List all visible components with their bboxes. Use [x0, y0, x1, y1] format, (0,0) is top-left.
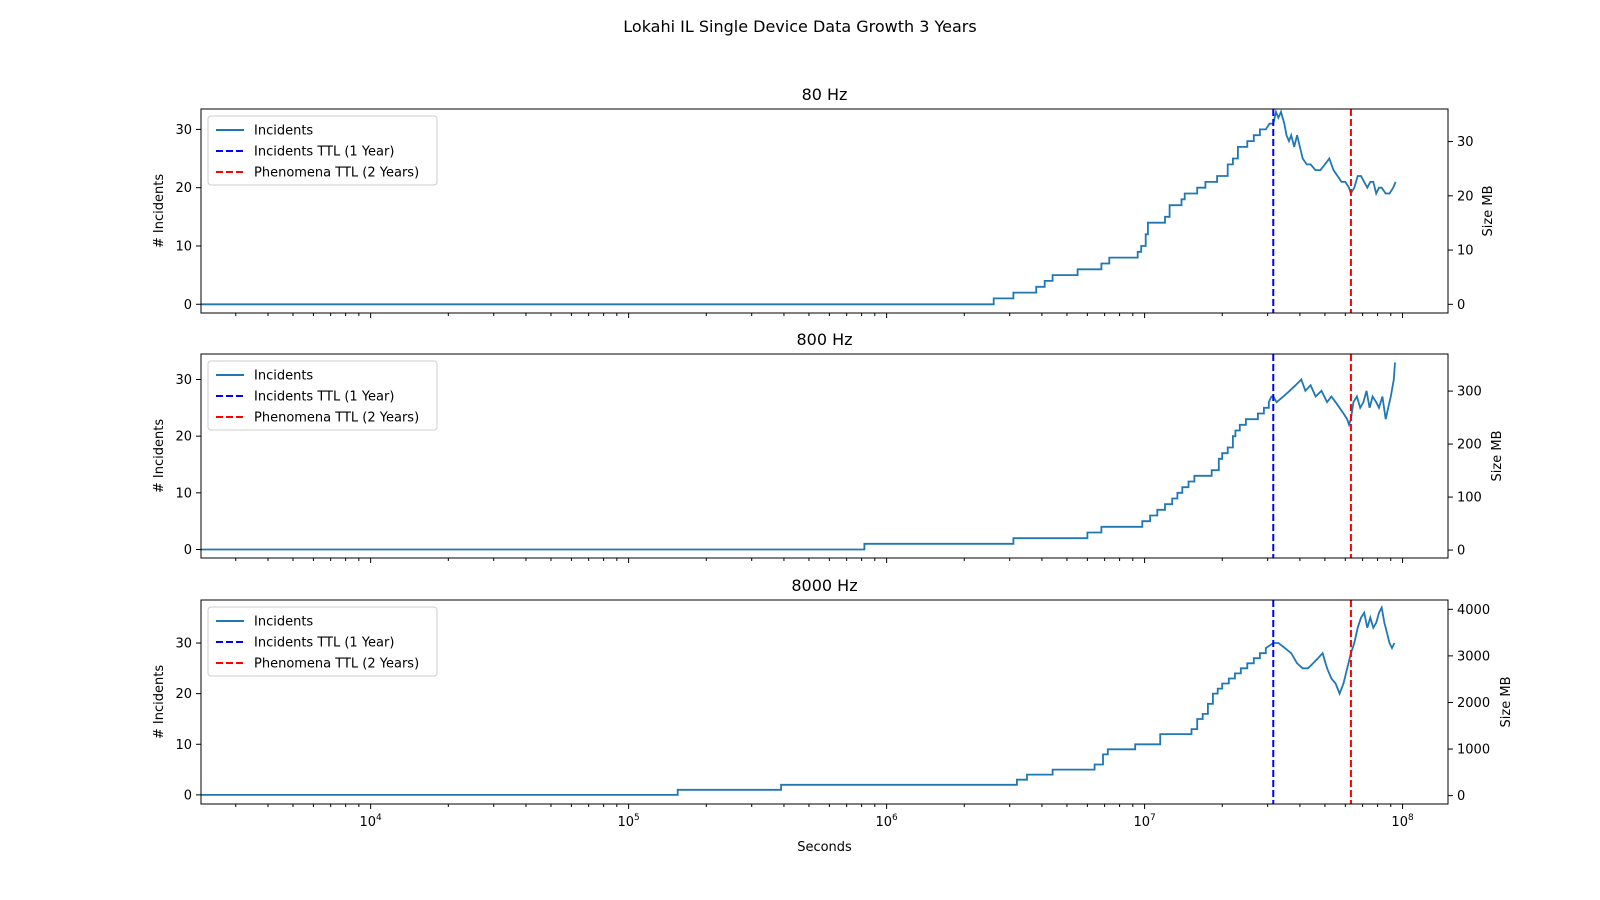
- y-right-tick-label: 0: [1457, 544, 1465, 559]
- legend-label: Phenomena TTL (2 Years): [254, 411, 419, 426]
- y-right-tick-label: 200: [1457, 438, 1482, 453]
- x-tick-label: 107: [1133, 813, 1155, 830]
- x-tick-label: 105: [617, 813, 639, 830]
- subplot-3: 8000 Hz 0 10 20 30 0 1000 2000 3000 4000 104 105 106…: [152, 576, 1514, 855]
- y-right-tick-label: 1000: [1457, 743, 1490, 758]
- y-right-tick-label: 20: [1457, 189, 1474, 204]
- legend-label: Incidents: [254, 615, 313, 630]
- y-tick-label: 10: [175, 486, 192, 501]
- y-tick-label: 0: [184, 788, 192, 803]
- legend-label: Incidents TTL (1 Year): [254, 636, 394, 651]
- y-axis-label: # Incidents: [152, 174, 167, 248]
- y-right-tick-label: 0: [1457, 789, 1465, 804]
- legend-label: Incidents: [254, 124, 313, 139]
- legend: Incidents Incidents TTL (1 Year) Phenomena…: [207, 360, 438, 431]
- y-tick-label: 30: [175, 637, 192, 652]
- legend-label: Phenomena TTL (2 Years): [254, 657, 419, 672]
- y-right-tick-label: 2000: [1457, 696, 1490, 711]
- legend-box: [207, 360, 438, 431]
- y-axis-label: # Incidents: [152, 665, 167, 739]
- legend: Incidents Incidents TTL (1 Year) Phenomena…: [207, 606, 438, 677]
- y-tick-label: 20: [175, 181, 192, 196]
- y-right-tick-label: 300: [1457, 385, 1482, 400]
- subplot-title: 8000 Hz: [791, 576, 857, 595]
- legend-label: Incidents TTL (1 Year): [254, 145, 394, 160]
- x-axis-label: Seconds: [797, 840, 852, 855]
- figure-title: Lokahi IL Single Device Data Growth 3 Ye…: [623, 17, 976, 36]
- legend-label: Incidents: [254, 369, 313, 384]
- subplot-title: 80 Hz: [802, 85, 848, 104]
- y-right-tick-label: 0: [1457, 298, 1465, 313]
- series-line-incidents: [201, 604, 1396, 796]
- y-tick-label: 30: [175, 123, 192, 138]
- legend: Incidents Incidents TTL (1 Year) Phenomena…: [207, 115, 438, 186]
- plot-frame: [200, 108, 1449, 314]
- y-right-axis-label: Size MB: [1481, 186, 1496, 237]
- y-right-tick-label: 3000: [1457, 649, 1490, 664]
- y-tick-label: 30: [175, 373, 192, 388]
- series-line-incidents: [201, 109, 1397, 306]
- plot-frame: [200, 599, 1449, 805]
- y-tick-label: 10: [175, 738, 192, 753]
- y-tick-label: 0: [184, 543, 192, 558]
- legend-label: Phenomena TTL (2 Years): [254, 166, 419, 181]
- plot-frame: [200, 353, 1449, 559]
- y-tick-label: 0: [184, 298, 192, 313]
- y-right-axis-label: Size MB: [1490, 431, 1505, 482]
- x-tick-label: 108: [1391, 813, 1414, 830]
- x-tick-label: 106: [875, 813, 898, 830]
- legend-label: Incidents TTL (1 Year): [254, 390, 394, 405]
- y-right-tick-label: 100: [1457, 491, 1482, 506]
- legend-box: [207, 606, 438, 677]
- series-line-incidents: [201, 362, 1396, 551]
- x-tick-label: 104: [360, 813, 383, 830]
- subplot-title: 800 Hz: [796, 330, 852, 349]
- subplot-1: 80 Hz 0 10 20 30 0 10 20 30 # Incidents Size MB Inc…: [152, 85, 1496, 318]
- y-tick-label: 20: [175, 687, 192, 702]
- y-axis-label: # Incidents: [152, 419, 167, 493]
- y-right-tick-label: 4000: [1457, 603, 1490, 618]
- legend-box: [207, 115, 438, 186]
- y-tick-label: 10: [175, 239, 192, 254]
- y-tick-label: 20: [175, 430, 192, 445]
- y-right-tick-label: 30: [1457, 135, 1474, 150]
- y-right-axis-label: Size MB: [1499, 677, 1514, 728]
- y-right-tick-label: 10: [1457, 244, 1474, 259]
